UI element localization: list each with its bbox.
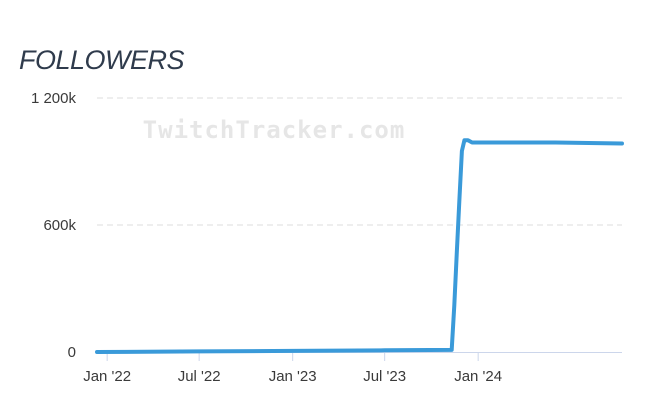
x-axis-labels: Jan '22 Jul '22 Jan '23 Jul '23 Jan '24 [83,368,502,385]
y-axis-labels: 0 600k 1 200k [31,90,77,361]
x-tick-label: Jan '22 [83,368,131,385]
grid-lines [97,97,622,226]
series-group [95,138,624,354]
y-tick-label: 1 200k [31,90,77,107]
x-tick-label: Jul '22 [178,368,221,385]
watermark: TwitchTracker.com [143,116,406,144]
chart-title: FOLLOWERS [19,45,185,75]
x-tick-label: Jan '24 [454,368,502,385]
y-tick-label: 0 [68,344,76,361]
x-tick-label: Jul '23 [363,368,406,385]
y-tick-label: 600k [43,217,76,234]
x-tick-label: Jan '23 [269,368,317,385]
series-line [95,138,624,354]
